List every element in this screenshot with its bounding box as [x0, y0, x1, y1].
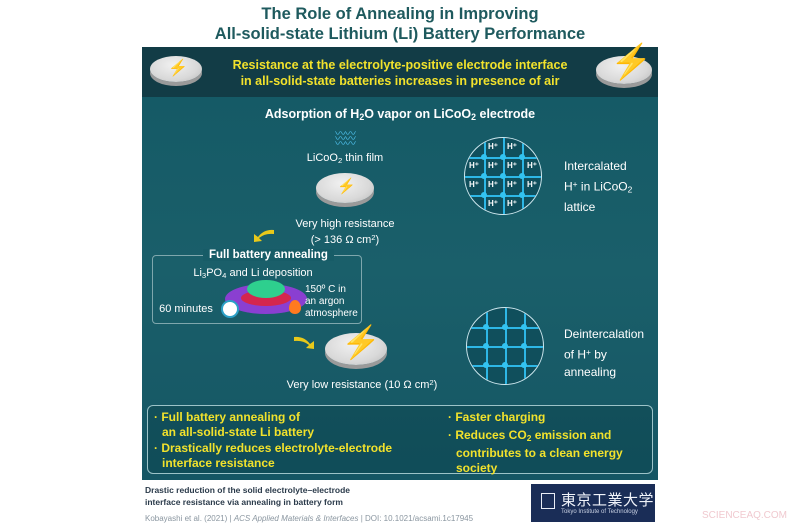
label-line: annealing	[564, 365, 617, 380]
annealing-conditions: 150º C in an argon atmosphere	[305, 284, 365, 320]
benefit-line: society	[456, 461, 498, 476]
label-text: by	[590, 347, 607, 362]
label-line: Intercalated	[564, 159, 627, 173]
adsorption-heading: Adsorption of H2O vapor on LiCoO2 electr…	[142, 107, 658, 122]
banner-line-1: Resistance at the electrolyte-positive e…	[232, 58, 568, 72]
benefit-sub: 2	[526, 433, 532, 444]
tokyo-tech-logo: 東京工業大学 Tokyo Institute of Technology	[531, 484, 655, 522]
label-text: thin film	[342, 152, 384, 164]
label-sup: 2	[429, 378, 434, 387]
benefit-item: · Faster charging	[448, 410, 546, 424]
label-text: H	[564, 179, 573, 194]
label-text: LiCoO	[306, 152, 338, 164]
label-text: in LiCoO	[577, 179, 628, 194]
high-resistance-label: Very high resistance (> 136 Ω cm2)	[272, 217, 418, 247]
caption-line: interface resistance via annealing in ba…	[145, 497, 343, 507]
label-line: Deintercalation	[564, 327, 645, 341]
flame-icon	[289, 300, 301, 314]
title-line-2: All-solid-state Lithium (Li) Battery Per…	[214, 25, 586, 43]
heading-text: Adsorption of H	[264, 107, 360, 121]
label-line: Very high resistance	[295, 218, 395, 230]
heading-sub: 2	[471, 112, 477, 123]
heading-text: electrode	[476, 107, 536, 121]
label-text: PO	[206, 267, 223, 279]
banner-text: Resistance at the electrolyte-positive e…	[212, 57, 588, 89]
stopwatch-icon	[221, 300, 239, 318]
label-text: Very low resistance (10 Ω cm	[286, 379, 430, 392]
deposition-label: Li3PO4 and Li deposition	[193, 266, 313, 283]
benefits-box: · Full battery annealing of an all-solid…	[147, 405, 653, 476]
label-text: of H	[564, 347, 587, 362]
label-text: )	[433, 379, 438, 392]
benefit-item: · Full battery annealing of an all-solid…	[154, 410, 314, 440]
condition-line: atmosphere	[305, 308, 358, 319]
citation-year: (2021) |	[201, 514, 234, 523]
poster-title: The Role of Annealing in Improving All-s…	[142, 4, 658, 44]
benefit-line: interface resistance	[162, 456, 275, 470]
citation-doi: | DOI: 10.1021/acsami.1c17945	[358, 514, 474, 523]
benefit-line: · Full battery annealing of	[154, 410, 301, 424]
caption-line: Drastic reduction of the solid electroly…	[145, 485, 351, 495]
benefit-text: · Reduces CO	[448, 428, 527, 442]
lightning-bolt-icon: ⚡	[610, 43, 653, 81]
citation-journal: ACS Applied Materials & Interfaces	[233, 514, 359, 523]
heading-text: O vapor on LiCoO	[364, 107, 472, 121]
battery-disc-high-resistance-icon: ⚡	[316, 173, 374, 203]
benefit-line: an all-solid-state Li battery	[162, 425, 315, 439]
battery-disc-large-bolt-icon: ⚡	[596, 43, 652, 84]
logo-japanese-text: 東京工業大学	[561, 492, 655, 509]
label-sub: 2	[337, 155, 343, 165]
water-vapor-waves-icon: 〰〰 〰〰 〰〰	[335, 128, 356, 150]
label-line: lattice	[564, 200, 596, 215]
intercalated-lattice-icon: H⁺ H⁺ H⁺ H⁺ H⁺ H⁺ H⁺ H⁺ H⁺ H⁺ H⁺ H⁺	[464, 137, 542, 215]
logo-english-text: Tokyo Institute of Technology	[561, 509, 638, 515]
benefit-line: · Drastically reduces electrolyte-electr…	[154, 441, 393, 455]
lightning-bolt-icon: ⚡	[341, 324, 381, 360]
label-text: (> 136 Ω cm	[310, 234, 372, 247]
battery-disc-low-resistance-icon: ⚡	[325, 324, 387, 365]
benefit-text: emission and	[531, 428, 612, 442]
label-text: Li	[193, 267, 202, 279]
label-sub: 2	[627, 184, 633, 195]
label-sup: 2	[371, 233, 376, 242]
benefit-line: contributes to a clean energy	[456, 446, 623, 461]
title-line-1: The Role of Annealing in Improving	[261, 5, 539, 23]
label-sup: +	[586, 347, 591, 357]
label-text: and Li deposition	[226, 267, 313, 279]
citation-authors: Kobayashi et al.	[145, 514, 202, 523]
battery-disc-small-bolt-icon: ⚡	[150, 56, 202, 82]
annealing-process-box: Full battery annealing Li3PO4 and Li dep…	[152, 249, 365, 324]
annealing-title: Full battery annealing	[203, 249, 334, 261]
figure-caption: Drastic reduction of the solid electroly…	[145, 484, 350, 508]
infographic-poster: The Role of Annealing in Improving All-s…	[142, 0, 658, 480]
university-emblem-icon	[541, 493, 555, 509]
banner-line-2: in all-solid-state batteries increases i…	[240, 74, 560, 88]
label-text: )	[375, 234, 380, 247]
citation: Kobayashi et al. (2021) | ACS Applied Ma…	[145, 514, 473, 523]
curved-arrow-down-right-icon	[294, 336, 314, 349]
watermark: SCIENCEAQ.COM	[702, 510, 788, 521]
deintercalated-lattice-icon	[466, 307, 544, 385]
deintercalation-label: Deintercalation of H+ by annealing	[564, 325, 658, 381]
air-resistance-banner: ⚡ Resistance at the electrolyte-positive…	[142, 43, 658, 97]
label-sub: 4	[222, 270, 227, 280]
condition-line: an argon	[305, 296, 345, 307]
label-sub: 3	[201, 270, 207, 280]
benefit-item: · Reduces CO2 emission and contributes t…	[448, 428, 623, 476]
main-diagram-panel: Adsorption of H2O vapor on LiCoO2 electr…	[142, 97, 658, 480]
heading-sub: 2	[359, 112, 365, 123]
lightning-bolt-icon: ⚡	[168, 60, 188, 77]
low-resistance-label: Very low resistance (10 Ω cm2)	[272, 376, 452, 392]
duration-label: 60 minutes	[159, 303, 213, 315]
benefit-item: · Drastically reduces electrolyte-electr…	[154, 441, 392, 471]
curved-arrow-down-left-icon	[254, 229, 274, 242]
thin-film-label: LiCoO2 thin film	[282, 151, 408, 168]
lightning-bolt-icon: ⚡	[337, 178, 356, 195]
label-sup: +	[572, 179, 578, 189]
condition-line: 150º C in	[305, 284, 346, 295]
intercalated-label: Intercalated H+ in LiCoO2 lattice	[564, 157, 658, 216]
